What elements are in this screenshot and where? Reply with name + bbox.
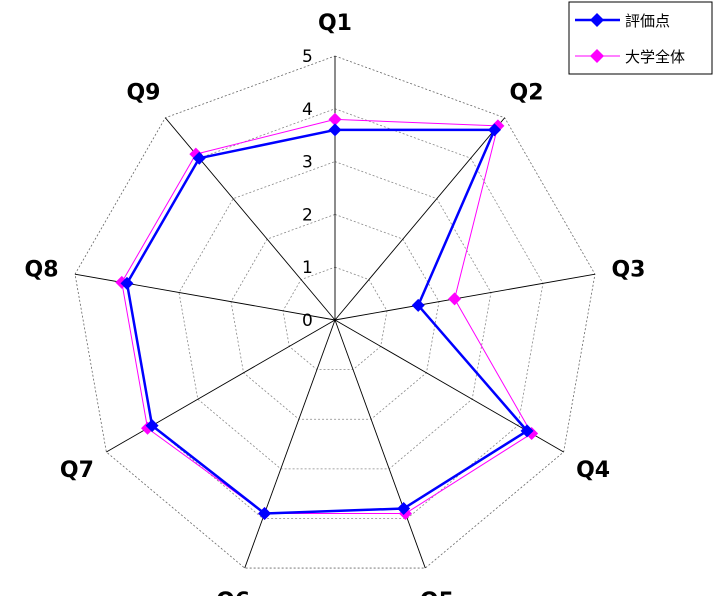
data-point-series-2-q3 (448, 292, 462, 306)
series-line-2 (121, 118, 533, 515)
category-label-q9: Q9 (126, 81, 160, 106)
grid-ring-5 (74, 55, 596, 569)
data-point-series-1-q5 (397, 502, 411, 516)
data-point-series-1-q6 (258, 507, 272, 521)
legend-marker-series-2 (590, 49, 604, 63)
data-point-series-1-q4 (520, 424, 534, 438)
legend: 評価点 大学全体 (568, 1, 713, 75)
category-label-q2: Q2 (510, 81, 544, 106)
category-labels: Q1 Q2 Q3 Q4 Q5 Q6 Q7 Q8 Q9 (25, 11, 646, 596)
legend-label-series-2: 大学全体 (625, 48, 685, 66)
category-label-q4: Q4 (576, 458, 610, 483)
category-label-q5: Q5 (420, 589, 454, 596)
tick-label-2: 2 (302, 205, 313, 225)
axis-spoke-q2 (334, 117, 506, 321)
radial-tick-labels: 0 1 2 3 4 5 (302, 47, 313, 331)
tick-label-0: 0 (302, 311, 313, 331)
tick-label-4: 4 (302, 100, 313, 120)
grid-ring-4 (126, 108, 544, 519)
category-label-q3: Q3 (611, 257, 645, 282)
grid-ring-3 (178, 161, 492, 470)
tick-label-1: 1 (302, 258, 313, 278)
category-label-q7: Q7 (60, 458, 94, 483)
data-point-series-1-q3 (411, 298, 425, 312)
series-2 (115, 112, 539, 521)
legend-label-series-1: 評価点 (625, 12, 670, 30)
axis-spoke-q3 (334, 273, 596, 321)
axis-spoke-q7 (106, 319, 336, 453)
grid-ring-2 (230, 213, 440, 420)
legend-marker-series-1 (590, 13, 604, 27)
data-point-series-2-q5 (398, 507, 412, 521)
tick-label-5: 5 (302, 47, 313, 67)
series-1 (120, 123, 534, 521)
data-point-series-1-q8 (120, 276, 134, 290)
radar-grid (74, 55, 596, 569)
axis-spoke-q5 (334, 319, 426, 569)
axis-spoke-q8 (74, 273, 336, 321)
data-point-series-1-q9 (192, 151, 206, 165)
category-label-q6: Q6 (216, 589, 250, 596)
category-label-q1: Q1 (318, 11, 352, 36)
data-point-series-1-q2 (488, 123, 502, 137)
axis-spoke-q6 (244, 319, 336, 569)
legend-box (568, 1, 713, 75)
data-point-series-1-q1 (328, 123, 342, 137)
tick-label-3: 3 (302, 153, 313, 173)
data-series (115, 112, 539, 521)
data-point-series-1-q7 (145, 419, 159, 433)
data-point-series-2-q1 (328, 112, 342, 126)
series-line-1 (125, 128, 529, 515)
category-label-q8: Q8 (25, 257, 59, 282)
